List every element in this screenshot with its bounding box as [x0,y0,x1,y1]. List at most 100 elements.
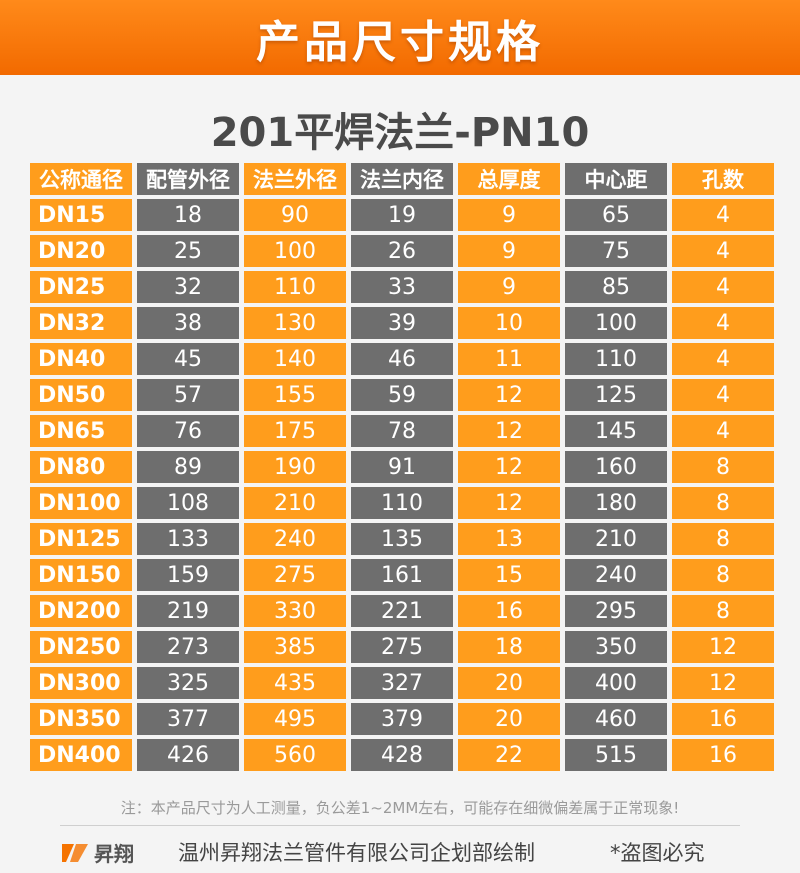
table-cell: 13 [458,523,560,555]
table-row-label: DN200 [30,595,132,627]
table-cell: 20 [458,667,560,699]
table-cell: 9 [458,235,560,267]
table-cell: 18 [458,631,560,663]
table-cell: 385 [244,631,346,663]
table-cell: 38 [137,307,239,339]
table-row-label: DN80 [30,451,132,483]
table-cell: 400 [565,667,667,699]
table-cell: 515 [565,739,667,771]
table-cell: 219 [137,595,239,627]
table-cell: 4 [672,307,774,339]
table-header-cell: 总厚度 [458,163,560,195]
brand-logo: 昇翔 [60,838,134,867]
table-row-label: DN40 [30,343,132,375]
table-cell: 12 [672,667,774,699]
table-cell: 108 [137,487,239,519]
table-cell: 560 [244,739,346,771]
table-cell: 495 [244,703,346,735]
table-cell: 330 [244,595,346,627]
table-cell: 426 [137,739,239,771]
table-cell: 26 [351,235,453,267]
table-cell: 4 [672,199,774,231]
table-cell: 130 [244,307,346,339]
table-cell: 85 [565,271,667,303]
table-cell: 275 [351,631,453,663]
table-cell: 428 [351,739,453,771]
table-cell: 12 [458,415,560,447]
table-cell: 8 [672,487,774,519]
table-cell: 45 [137,343,239,375]
table-cell: 350 [565,631,667,663]
table-cell: 32 [137,271,239,303]
table-cell: 91 [351,451,453,483]
table-cell: 140 [244,343,346,375]
product-subtitle: 201平焊法兰-PN10 [210,110,590,156]
table-row-label: DN300 [30,667,132,699]
table-cell: 12 [458,451,560,483]
table-cell: 160 [565,451,667,483]
table-cell: 22 [458,739,560,771]
table-cell: 110 [244,271,346,303]
credit-text: 温州昇翔法兰管件有限公司企划部绘制 [178,841,535,865]
table-cell: 325 [137,667,239,699]
table-cell: 90 [244,199,346,231]
table-cell: 78 [351,415,453,447]
table-cell: 19 [351,199,453,231]
table-row-label: DN25 [30,271,132,303]
table-header-cell: 孔数 [672,163,774,195]
table-cell: 12 [458,487,560,519]
table-row-label: DN350 [30,703,132,735]
table-cell: 8 [672,559,774,591]
table-cell: 46 [351,343,453,375]
table-cell: 295 [565,595,667,627]
table-cell: 180 [565,487,667,519]
table-cell: 16 [672,703,774,735]
table-cell: 377 [137,703,239,735]
table-header-cell: 公称通径 [30,163,132,195]
table-row-label: DN50 [30,379,132,411]
table-cell: 275 [244,559,346,591]
table-cell: 110 [351,487,453,519]
table-cell: 273 [137,631,239,663]
table-cell: 460 [565,703,667,735]
table-cell: 65 [565,199,667,231]
table-header-cell: 中心距 [565,163,667,195]
table-cell: 379 [351,703,453,735]
table-cell: 12 [458,379,560,411]
table-cell: 145 [565,415,667,447]
table-cell: 210 [244,487,346,519]
title-banner: 产品尺寸规格 [0,0,800,75]
footer-divider [60,825,740,826]
table-cell: 18 [137,199,239,231]
table-cell: 240 [244,523,346,555]
table-cell: 76 [137,415,239,447]
table-cell: 59 [351,379,453,411]
table-cell: 240 [565,559,667,591]
table-cell: 133 [137,523,239,555]
table-cell: 4 [672,415,774,447]
table-row-label: DN100 [30,487,132,519]
table-cell: 4 [672,235,774,267]
table-cell: 327 [351,667,453,699]
table-row-label: DN125 [30,523,132,555]
table-header-cell: 配管外径 [137,163,239,195]
table-cell: 435 [244,667,346,699]
table-cell: 125 [565,379,667,411]
table-cell: 20 [458,703,560,735]
table-row-label: DN65 [30,415,132,447]
table-cell: 75 [565,235,667,267]
table-row-label: DN150 [30,559,132,591]
page-title: 产品尺寸规格 [256,16,544,68]
table-cell: 57 [137,379,239,411]
table-cell: 8 [672,523,774,555]
table-cell: 9 [458,199,560,231]
table-cell: 89 [137,451,239,483]
table-cell: 8 [672,451,774,483]
table-row-label: DN250 [30,631,132,663]
table-cell: 100 [565,307,667,339]
table-row-label: DN400 [30,739,132,771]
table-cell: 4 [672,271,774,303]
spec-table: 公称通径 配管外径 法兰外径 法兰内径 总厚度 中心距 孔数 DN15 18 90 19 9 65 4 DN… [30,163,774,771]
table-cell: 9 [458,271,560,303]
table-cell: 10 [458,307,560,339]
